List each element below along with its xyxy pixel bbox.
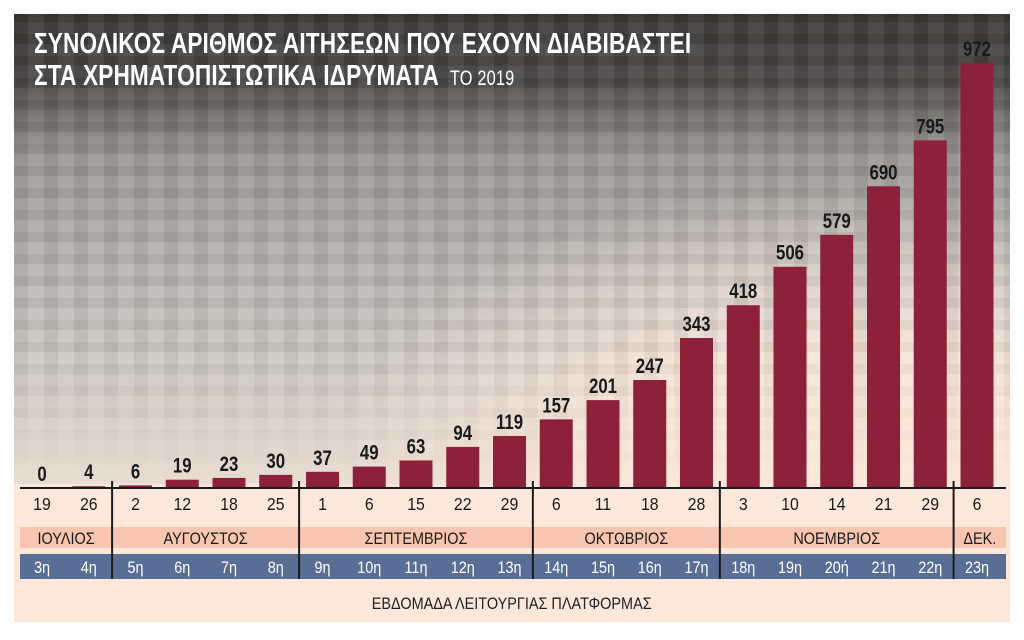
week-tick-label: 8η [268,559,284,577]
month-label: ΙΟΥΛΙΟΣ [37,530,94,548]
day-tick-label: 11 [595,494,611,514]
bar-value-label: 247 [636,355,664,378]
bar [259,474,293,488]
bar [306,471,339,488]
day-tick-label: 14 [828,494,846,514]
chart-title-year: ΤΟ 2019 [449,67,515,90]
day-tick-label: 10 [781,494,799,514]
bar [539,419,573,488]
bar [913,140,947,488]
day-tick-label: 28 [688,494,706,514]
week-tick-label: 7η [221,559,237,577]
week-tick-label: 17η [684,559,708,577]
bar [726,305,760,488]
bar [960,63,994,488]
week-tick-label: 15η [591,559,615,577]
week-tick-label: 18η [731,559,755,577]
bar-value-label: 23 [220,453,239,476]
week-tick-label: 14η [544,559,568,577]
bar [399,460,433,488]
bar-value-label: 506 [776,242,804,265]
bar [119,485,152,488]
month-band [20,527,1006,548]
day-tick-label: 26 [80,494,98,514]
bar [867,186,900,488]
month-label: ΣΕΠΤΕΜΒΡΙΟΣ [365,530,468,548]
day-tick-label: 2 [131,494,140,514]
bar [165,479,199,488]
day-tick-label: 18 [220,494,238,514]
week-tick-label: 11η [404,559,427,577]
week-tick-label: 4η [81,559,97,577]
day-tick-label: 25 [267,494,285,514]
month-label: ΟΚΤΩΒΡΙΟΣ [585,530,669,548]
day-tick-label: 6 [365,494,374,514]
week-band [20,554,1006,579]
week-tick-label: 22η [918,559,942,577]
bar [352,466,386,488]
bar-value-label: 4 [84,462,94,485]
x-axis-title: ΕΒΔΟΜΑΔΑ ΛΕΙΤΟΥΡΓΙΑΣ ΠΛΑΤΦΟΡΜΑΣ [0,594,1024,614]
week-tick-label: 9η [314,559,330,577]
chart-title-line1: ΣΥΝΟΛΙΚΟΣ ΑΡΙΘΜΟΣ ΑΙΤΗΣΕΩΝ ΠΟΥ ΕΧΟΥΝ ΔΙΑ… [34,28,692,60]
day-tick-label: 1 [318,494,327,514]
day-tick-label: 6 [552,494,561,514]
bar-value-label: 19 [173,455,192,478]
week-tick-label: 5η [127,559,143,577]
bar-value-label: 0 [37,463,46,486]
bar [633,380,667,488]
chart-title-line2: ΣΤΑ ΧΡΗΜΑΤΟΠΙΣΤΩΤΙΚΑ ΙΔΡΥΜΑΤΑ ΤΟ 2019 [34,60,514,93]
week-tick-label: 19η [778,559,802,577]
bar-value-label: 418 [729,281,757,304]
month-label: ΑΥΓΟΥΣΤΟΣ [164,530,248,548]
bar-value-label: 579 [823,210,851,233]
day-tick-label: 21 [875,494,893,514]
week-tick-label: 10η [357,559,381,577]
week-tick-label: 6η [174,559,190,577]
chart-title-main: ΣΤΑ ΧΡΗΜΑΤΟΠΙΣΤΩΤΙΚΑ ΙΔΡΥΜΑΤΑ [34,60,439,92]
bar [820,234,854,488]
day-tick-label: 22 [454,494,472,514]
bar [586,400,620,488]
day-tick-label: 12 [173,494,191,514]
week-tick-label: 21η [871,559,895,577]
bar [446,446,480,488]
bar-value-label: 201 [589,375,617,398]
bar [680,338,713,488]
week-tick-label: 23η [965,559,989,577]
month-label: ΔΕΚ. [963,530,996,548]
bar-value-label: 119 [496,411,523,434]
bar-value-label: 157 [542,395,570,418]
bar-value-label: 6 [131,461,140,484]
day-tick-label: 15 [407,494,425,514]
day-tick-label: 3 [739,494,748,514]
week-tick-label: 12η [451,559,475,577]
week-tick-label: 13η [497,559,521,577]
bar-value-label: 63 [407,436,426,459]
bar-value-label: 30 [266,450,285,473]
day-tick-label: 19 [33,494,51,514]
bar [773,266,807,488]
day-tick-label: 18 [641,494,659,514]
bar-value-label: 690 [869,162,897,185]
week-tick-label: 16η [638,559,662,577]
bar-value-label: 49 [360,442,379,465]
bar-value-label: 795 [916,116,944,139]
day-tick-label: 6 [973,494,982,514]
week-tick-label: 3η [34,559,50,577]
x-axis-title-text: ΕΒΔΟΜΑΔΑ ΛΕΙΤΟΥΡΓΙΑΣ ΠΛΑΤΦΟΡΜΑΣ [372,594,652,613]
day-tick-label: 29 [501,494,519,514]
bar-value-label: 972 [963,38,991,61]
month-label: ΝΟΕΜΒΡΙΟΣ [793,530,880,548]
bar-value-label: 94 [453,422,472,445]
week-tick-label: 20ή [825,559,849,577]
bar-value-label: 37 [313,447,332,470]
bar [212,477,246,488]
bar-value-label: 343 [682,313,710,336]
bar [493,435,526,488]
day-tick-label: 29 [921,494,939,514]
